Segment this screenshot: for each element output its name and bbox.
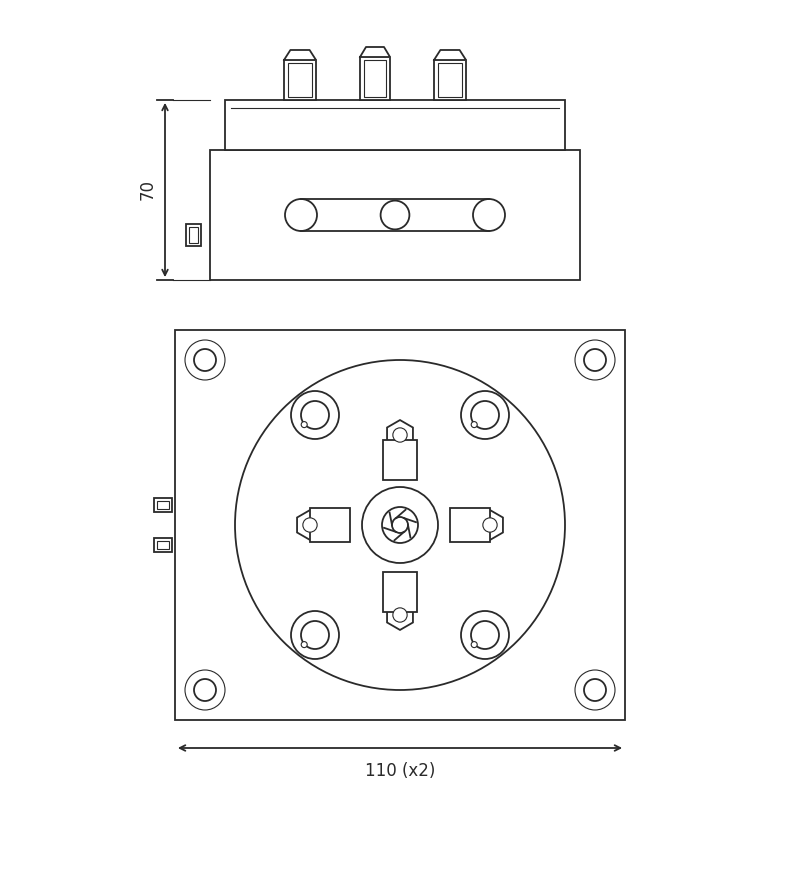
Circle shape [291, 391, 339, 439]
Bar [225, 100, 565, 150]
Circle shape [392, 517, 408, 533]
Circle shape [575, 340, 615, 380]
Circle shape [471, 421, 477, 427]
Circle shape [584, 679, 606, 701]
Circle shape [461, 611, 509, 659]
Polygon shape [387, 420, 413, 450]
Circle shape [461, 391, 509, 439]
Circle shape [291, 611, 339, 659]
Circle shape [185, 670, 225, 710]
Bar [383, 572, 417, 612]
Text: 70: 70 [139, 180, 157, 201]
Circle shape [381, 201, 410, 229]
Circle shape [285, 199, 317, 231]
Circle shape [473, 199, 505, 231]
Polygon shape [297, 510, 323, 540]
Circle shape [194, 349, 216, 371]
Bar [284, 60, 316, 100]
Bar [383, 440, 417, 480]
Bar [360, 57, 390, 100]
Bar [186, 224, 201, 246]
Circle shape [301, 642, 307, 648]
Circle shape [301, 421, 307, 427]
Circle shape [471, 621, 499, 649]
Circle shape [235, 360, 565, 690]
Circle shape [362, 487, 438, 563]
Bar [154, 538, 172, 552]
Circle shape [575, 670, 615, 710]
Bar [157, 541, 169, 549]
Polygon shape [387, 600, 413, 630]
Bar [434, 60, 466, 100]
Bar [364, 60, 386, 97]
Circle shape [303, 518, 317, 532]
Circle shape [185, 340, 225, 380]
Circle shape [301, 621, 329, 649]
Polygon shape [477, 510, 503, 540]
Polygon shape [434, 50, 466, 60]
Bar [210, 150, 580, 280]
Bar [189, 227, 198, 243]
Bar [154, 498, 172, 512]
Circle shape [393, 428, 407, 442]
Bar [157, 501, 169, 509]
Circle shape [194, 679, 216, 701]
Bar [288, 63, 312, 97]
Bar [310, 508, 350, 542]
Circle shape [393, 608, 407, 622]
Circle shape [382, 507, 418, 543]
Text: 110 (x2): 110 (x2) [365, 762, 435, 780]
Circle shape [301, 401, 329, 429]
Circle shape [471, 401, 499, 429]
Bar [450, 508, 490, 542]
Bar [438, 63, 462, 97]
Bar [301, 199, 489, 231]
Bar [175, 330, 625, 720]
Polygon shape [284, 50, 316, 60]
Circle shape [483, 518, 497, 532]
Circle shape [584, 349, 606, 371]
Circle shape [471, 642, 477, 648]
Polygon shape [360, 47, 390, 57]
